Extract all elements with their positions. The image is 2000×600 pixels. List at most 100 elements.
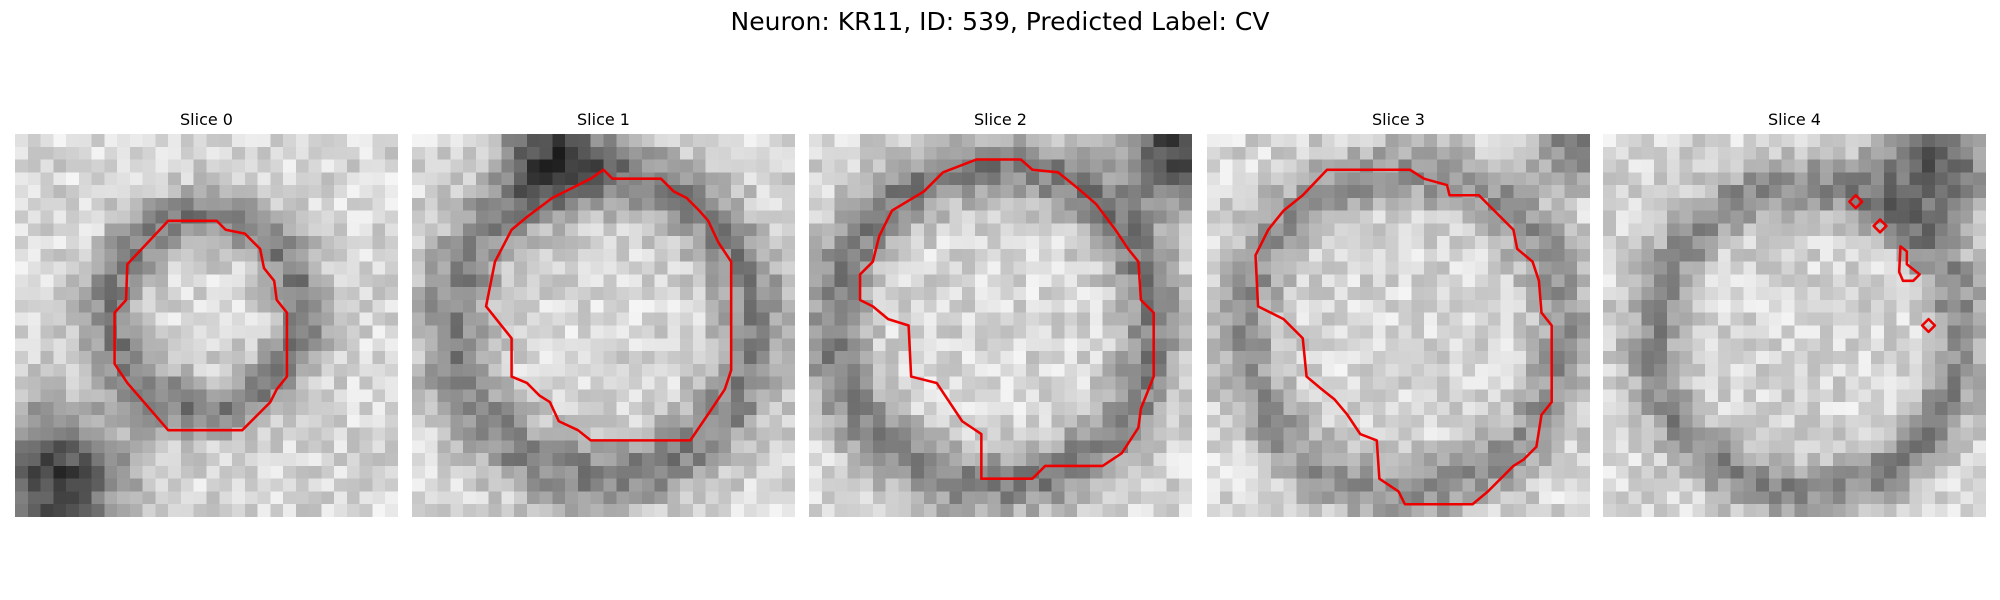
pixel — [1179, 172, 1192, 186]
pixel — [295, 236, 309, 249]
pixel — [1756, 287, 1769, 300]
pixel — [1077, 287, 1090, 300]
pixel — [1487, 312, 1501, 326]
pixel — [782, 223, 795, 237]
pixel — [1654, 504, 1667, 517]
pixel — [1321, 197, 1335, 211]
pixel — [129, 223, 143, 237]
pixel — [616, 312, 630, 326]
pixel — [1947, 338, 1961, 352]
pixel — [295, 312, 309, 326]
pixel — [1436, 248, 1450, 262]
pixel — [962, 427, 975, 441]
pixel — [1845, 338, 1859, 352]
pixel — [1564, 236, 1578, 249]
pixel — [1500, 197, 1514, 211]
pixel — [295, 402, 309, 415]
pixel — [1462, 134, 1476, 147]
pixel — [860, 351, 873, 364]
pixel — [1411, 146, 1425, 160]
pixel — [1538, 504, 1552, 517]
pixel — [168, 440, 181, 454]
pixel — [526, 427, 540, 441]
pixel — [1768, 134, 1782, 147]
pixel — [565, 389, 578, 403]
pixel — [346, 134, 360, 147]
pixel — [450, 134, 464, 147]
pixel — [219, 197, 233, 211]
pixel — [539, 299, 553, 313]
pixel — [1538, 440, 1552, 454]
pixel — [155, 325, 169, 339]
pixel — [1654, 389, 1667, 403]
pixel — [756, 504, 770, 517]
pixel — [1128, 338, 1141, 352]
pixel — [821, 351, 835, 364]
pixel — [1909, 453, 1923, 466]
pixel — [1871, 287, 1884, 300]
pixel — [1730, 261, 1744, 275]
pixel — [809, 159, 822, 173]
pixel — [603, 491, 617, 505]
pixel — [168, 287, 181, 300]
pixel — [1128, 440, 1141, 454]
pixel — [1283, 159, 1297, 173]
pixel — [1628, 351, 1642, 364]
pixel — [193, 504, 207, 517]
pixel — [1692, 325, 1706, 339]
pixel — [1115, 325, 1129, 339]
pixel — [1051, 159, 1065, 173]
pixel — [872, 261, 886, 275]
pixel — [552, 223, 566, 237]
pixel — [1140, 159, 1154, 173]
pixel — [923, 210, 937, 224]
pixel — [1115, 299, 1129, 313]
pixel — [539, 248, 553, 262]
pixel — [847, 402, 861, 415]
pixel — [1577, 440, 1590, 454]
pixel — [1245, 325, 1259, 339]
pixel — [885, 299, 899, 313]
pixel — [385, 414, 398, 428]
pixel — [1845, 427, 1859, 441]
pixel — [1398, 261, 1412, 275]
pixel — [91, 351, 105, 364]
pixel — [1360, 325, 1373, 339]
pixel — [898, 146, 912, 160]
pixel — [743, 197, 757, 211]
pixel — [539, 351, 553, 364]
pixel — [1922, 223, 1935, 237]
pixel — [450, 465, 464, 479]
pixel — [180, 504, 194, 517]
pixel — [731, 402, 744, 415]
pixel — [1794, 146, 1808, 160]
pixel — [1077, 197, 1090, 211]
pixel — [1245, 402, 1259, 415]
pixel — [180, 248, 194, 262]
pixel — [1858, 491, 1872, 505]
pixel — [1973, 325, 1986, 339]
pixel — [1526, 274, 1539, 288]
pixel — [424, 414, 438, 428]
pixel — [705, 491, 719, 505]
pixel — [283, 236, 296, 249]
pixel — [1207, 402, 1220, 415]
pixel — [860, 210, 873, 224]
pixel — [27, 134, 41, 147]
pixel — [334, 274, 347, 288]
pixel — [437, 172, 451, 186]
pixel — [987, 248, 1001, 262]
pixel — [1615, 325, 1629, 339]
pixel — [155, 248, 169, 262]
pixel — [155, 376, 169, 390]
pixel — [244, 389, 258, 403]
pixel — [1360, 402, 1373, 415]
pixel — [1038, 248, 1052, 262]
pixel — [731, 465, 744, 479]
pixel — [1232, 440, 1246, 454]
pixel — [1436, 363, 1450, 377]
pixel — [577, 159, 591, 173]
pixel — [1628, 223, 1642, 237]
pixel — [1628, 236, 1642, 249]
pixel — [1947, 465, 1961, 479]
